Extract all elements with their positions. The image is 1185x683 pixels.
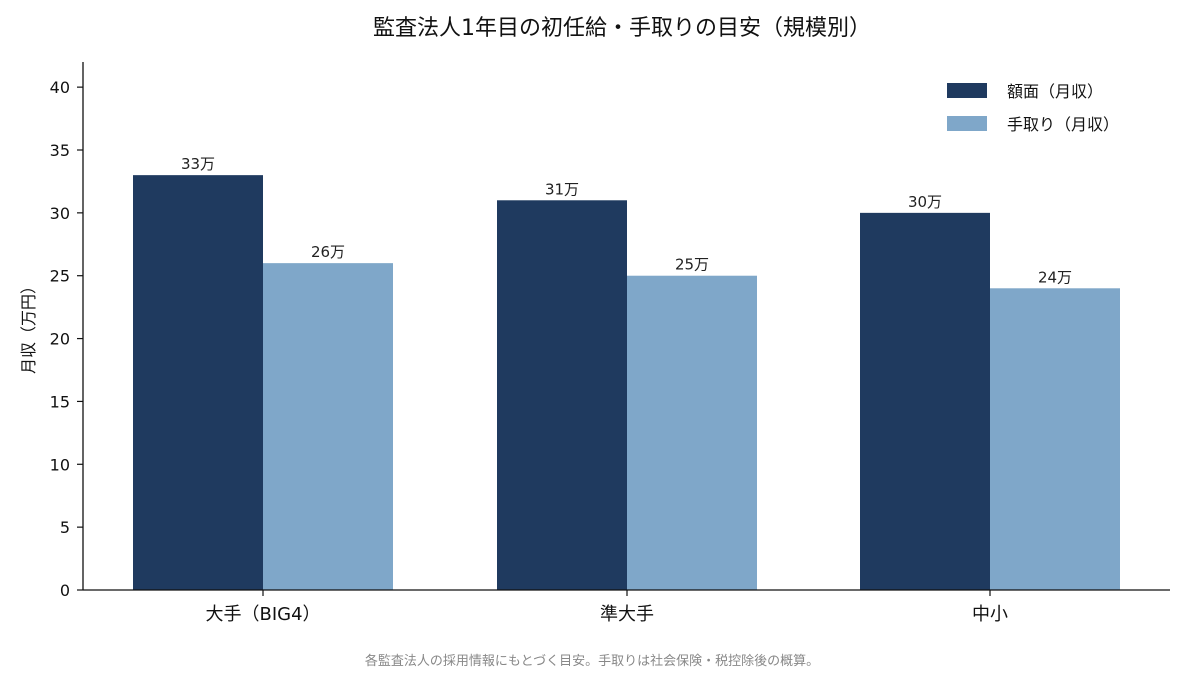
y-axis-ticks: 0 5 10 15 20 25 30 35 40 — [50, 78, 83, 600]
bar-net — [990, 288, 1120, 590]
legend: 額面（月収） 手取り（月収） — [947, 82, 1119, 134]
y-tick-label: 0 — [60, 581, 70, 600]
x-category-label: 大手（BIG4） — [205, 604, 320, 625]
x-category-label: 中小 — [972, 604, 1008, 625]
legend-label-net: 手取り（月収） — [1007, 115, 1119, 134]
bar-value-label: 25万 — [675, 256, 709, 274]
bar-gross — [497, 200, 627, 591]
data-labels-group: 33万 31万 30万 26万 25万 24万 — [181, 155, 1072, 286]
bar-value-label: 26万 — [311, 243, 345, 261]
y-tick-label: 25 — [50, 267, 70, 286]
x-category-label: 準大手 — [600, 604, 654, 625]
legend-swatch-net — [947, 116, 987, 131]
bar-value-label: 30万 — [908, 193, 942, 211]
legend-label-gross: 額面（月収） — [1007, 82, 1103, 101]
y-axis-label: 月収（万円） — [19, 278, 38, 374]
bars-group — [133, 175, 1120, 591]
footnote: 各監査法人の採用情報にもとづく目安。手取りは社会保険・税控除後の概算。 — [365, 653, 819, 669]
chart-title: 監査法人1年目の初任給・手取りの目安（規模別） — [373, 16, 871, 41]
y-tick-label: 15 — [50, 392, 70, 411]
bar-gross — [133, 175, 263, 590]
bar-gross — [860, 212, 990, 590]
bar-value-label: 31万 — [545, 180, 579, 198]
y-tick-label: 30 — [50, 204, 70, 223]
bar-value-label: 33万 — [181, 155, 215, 173]
x-axis-ticks: 大手（BIG4） 準大手 中小 — [205, 590, 1008, 625]
y-tick-label: 35 — [50, 141, 70, 160]
y-tick-label: 10 — [50, 455, 70, 474]
bar-net — [627, 275, 757, 590]
y-tick-label: 20 — [50, 330, 70, 349]
bar-net — [263, 263, 393, 590]
legend-swatch-gross — [947, 83, 987, 98]
bar-value-label: 24万 — [1038, 268, 1072, 286]
y-tick-label: 40 — [50, 78, 70, 97]
y-tick-label: 5 — [60, 518, 70, 537]
